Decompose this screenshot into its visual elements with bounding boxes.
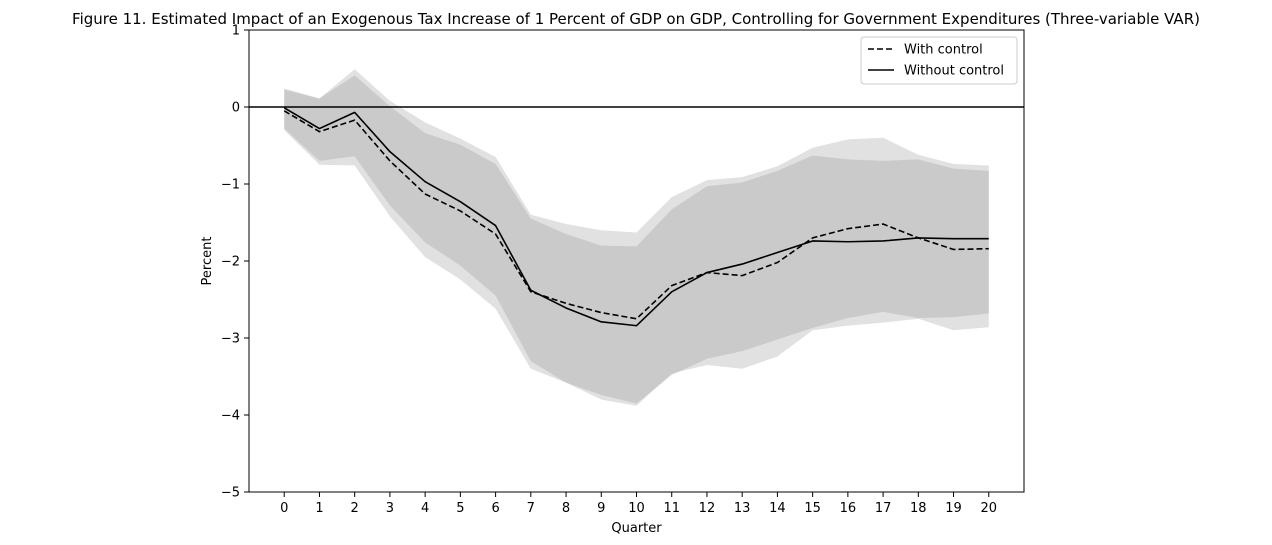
x-tick-label: 19 xyxy=(945,501,962,516)
x-tick-label: 14 xyxy=(769,501,786,516)
y-tick-label: −1 xyxy=(221,178,240,193)
x-tick-label: 6 xyxy=(491,501,499,516)
x-tick-label: 5 xyxy=(456,501,464,516)
x-tick-label: 15 xyxy=(804,501,821,516)
series-line-without-control xyxy=(283,107,989,327)
x-tick-label: 18 xyxy=(910,501,927,516)
series-line-with-control xyxy=(283,110,989,320)
y-tick-label: −3 xyxy=(221,332,240,347)
x-axis-label: Quarter xyxy=(611,521,662,536)
x-tick-label: 3 xyxy=(386,501,394,516)
y-axis: 1 0 −1 −2 −3 −4 −5 xyxy=(221,24,249,501)
confidence-bands xyxy=(284,69,989,406)
series-lines xyxy=(283,107,989,327)
x-tick-label: 7 xyxy=(527,501,535,516)
legend-box xyxy=(860,36,1018,85)
x-tick-label: 11 xyxy=(663,501,680,516)
y-tick-label: 1 xyxy=(232,24,240,39)
legend: With control Without control xyxy=(860,36,1018,85)
x-tick-label: 2 xyxy=(351,501,359,516)
x-tick-label: 9 xyxy=(597,501,605,516)
y-tick-label: −4 xyxy=(221,409,240,424)
x-tick-label: 16 xyxy=(840,501,857,516)
x-tick-label: 0 xyxy=(280,501,288,516)
x-tick-label: 13 xyxy=(734,501,751,516)
x-tick-label: 1 xyxy=(315,501,323,516)
band-with-control xyxy=(284,69,989,406)
x-axis: 0 1 2 3 4 5 6 7 8 9 10 11 12 13 14 15 16 17 18 19 20 xyxy=(280,492,997,516)
x-tick-label: 8 xyxy=(562,501,570,516)
band-without-control xyxy=(284,75,989,404)
x-tick-label: 12 xyxy=(699,501,716,516)
legend-label-without-control: Without control xyxy=(904,64,1004,79)
x-tick-label: 4 xyxy=(421,501,429,516)
legend-label-with-control: With control xyxy=(904,43,983,58)
x-tick-label: 10 xyxy=(628,501,645,516)
x-tick-label: 20 xyxy=(980,501,997,516)
y-tick-label: −5 xyxy=(221,486,240,501)
x-tick-label: 17 xyxy=(875,501,892,516)
y-axis-label: Percent xyxy=(200,237,215,286)
chart-title: Figure 11. Estimated Impact of an Exogen… xyxy=(72,10,1200,28)
y-tick-label: 0 xyxy=(232,101,240,116)
y-tick-label: −2 xyxy=(221,255,240,270)
